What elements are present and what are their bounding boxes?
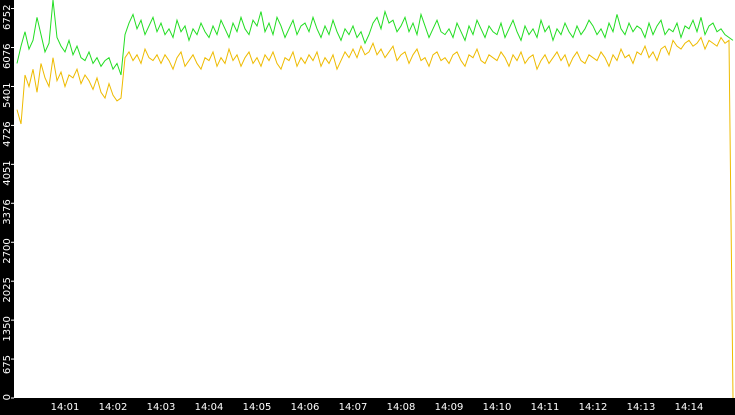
x-tick-label: 14:04 (195, 402, 224, 413)
series-line (16, 36, 734, 399)
y-tick-label: 675 (2, 355, 13, 374)
x-tick-label: 14:03 (147, 402, 176, 413)
x-tick-label: 14:01 (51, 402, 80, 413)
y-tick-label: 6076 (2, 44, 13, 69)
x-tick-label: 14:11 (531, 402, 560, 413)
y-tick-label: 2025 (2, 277, 13, 302)
y-tick-label: 2700 (2, 238, 13, 263)
y-tick-label: 0 (2, 394, 13, 400)
x-tick-label: 14:07 (339, 402, 368, 413)
y-tick-label: 1350 (2, 316, 13, 341)
x-tick-label: 14:02 (99, 402, 128, 413)
x-tick-label: 14:13 (627, 402, 656, 413)
x-tick-label: 14:08 (387, 402, 416, 413)
plot-area (14, 0, 735, 398)
series-line (16, 0, 734, 76)
y-tick-label: 3376 (2, 199, 13, 224)
x-tick-label: 14:05 (243, 402, 272, 413)
x-tick-label: 14:09 (435, 402, 464, 413)
y-tick-label: 5401 (2, 82, 13, 107)
y-tick-label: 4726 (2, 121, 13, 146)
y-tick-label: 6752 (2, 5, 13, 30)
y-tick-label: 4051 (2, 160, 13, 185)
x-tick-label: 14:12 (579, 402, 608, 413)
x-tick-label: 14:14 (675, 402, 704, 413)
x-tick-label: 14:06 (291, 402, 320, 413)
x-tick-label: 14:10 (483, 402, 512, 413)
